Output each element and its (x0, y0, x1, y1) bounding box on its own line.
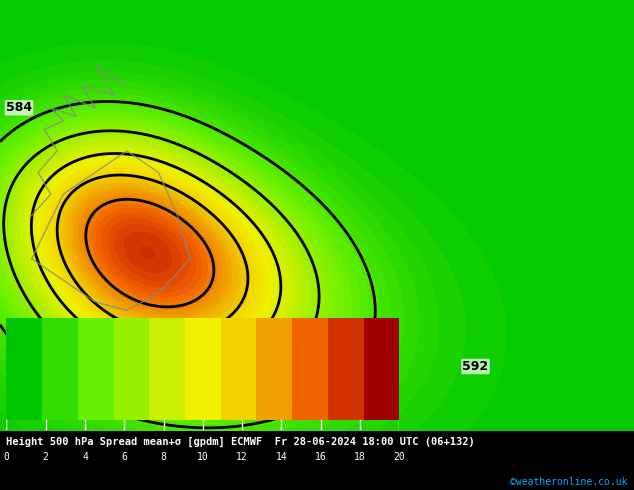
Bar (292, 318, 328, 420)
Bar (257, 318, 292, 420)
Text: 588: 588 (272, 339, 299, 351)
Text: 20: 20 (394, 452, 405, 462)
Bar (149, 318, 185, 420)
Text: 584: 584 (113, 330, 140, 343)
Text: 6: 6 (121, 452, 127, 462)
Text: 8: 8 (160, 452, 167, 462)
Text: Height 500 hPa Spread mean+σ [gpdm] ECMWF  Fr 28-06-2024 18:00 UTC (06+132): Height 500 hPa Spread mean+σ [gpdm] ECMW… (6, 437, 475, 447)
Text: 592: 592 (462, 360, 489, 373)
Bar (328, 318, 364, 420)
Text: 18: 18 (354, 452, 366, 462)
Bar (6, 318, 42, 420)
Bar (364, 318, 399, 420)
Bar (221, 318, 257, 420)
Text: 2: 2 (42, 452, 49, 462)
Text: 16: 16 (315, 452, 327, 462)
Bar (42, 318, 78, 420)
Text: 0: 0 (3, 452, 10, 462)
Bar (113, 318, 149, 420)
Text: 12: 12 (236, 452, 248, 462)
Text: ©weatheronline.co.uk: ©weatheronline.co.uk (510, 477, 628, 487)
Bar (185, 318, 221, 420)
Bar (78, 318, 113, 420)
Text: 4: 4 (82, 452, 88, 462)
Text: 584: 584 (6, 101, 32, 114)
Text: 14: 14 (276, 452, 287, 462)
Text: 10: 10 (197, 452, 209, 462)
